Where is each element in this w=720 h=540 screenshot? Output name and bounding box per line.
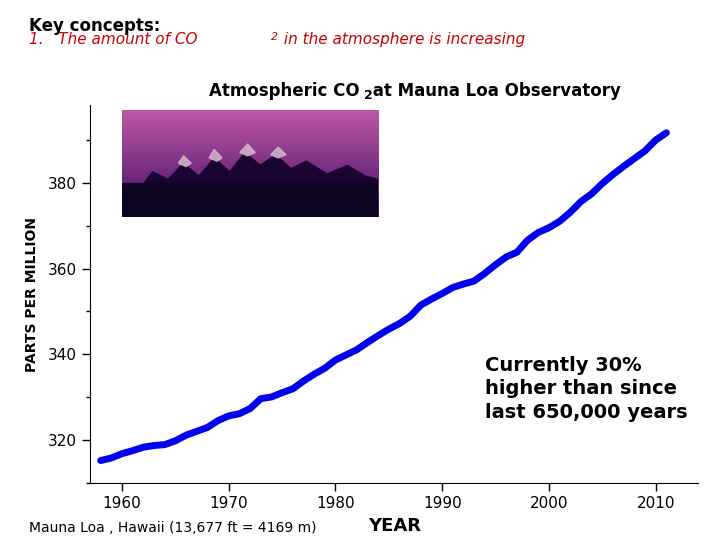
Polygon shape (209, 150, 222, 161)
X-axis label: YEAR: YEAR (368, 517, 420, 535)
Y-axis label: PARTS PER MILLION: PARTS PER MILLION (25, 217, 40, 372)
Text: Currently 30%
higher than since
last 650,000 years: Currently 30% higher than since last 650… (485, 356, 688, 422)
Polygon shape (179, 156, 192, 166)
Polygon shape (271, 147, 286, 158)
Text: Mauna Loa , Hawaii (13,677 ft = 4169 m): Mauna Loa , Hawaii (13,677 ft = 4169 m) (29, 521, 316, 535)
Text: Atmospheric CO: Atmospheric CO (210, 82, 360, 100)
Polygon shape (122, 152, 378, 185)
Text: 2: 2 (364, 89, 372, 102)
Text: Key concepts:: Key concepts: (29, 17, 160, 35)
Text: 2: 2 (271, 32, 278, 43)
Text: 1.   The amount of CO: 1. The amount of CO (29, 32, 197, 48)
Polygon shape (240, 144, 255, 156)
Text: at Mauna Loa Observatory: at Mauna Loa Observatory (367, 82, 621, 100)
Text: in the atmosphere is increasing: in the atmosphere is increasing (279, 32, 525, 48)
Polygon shape (122, 183, 378, 217)
